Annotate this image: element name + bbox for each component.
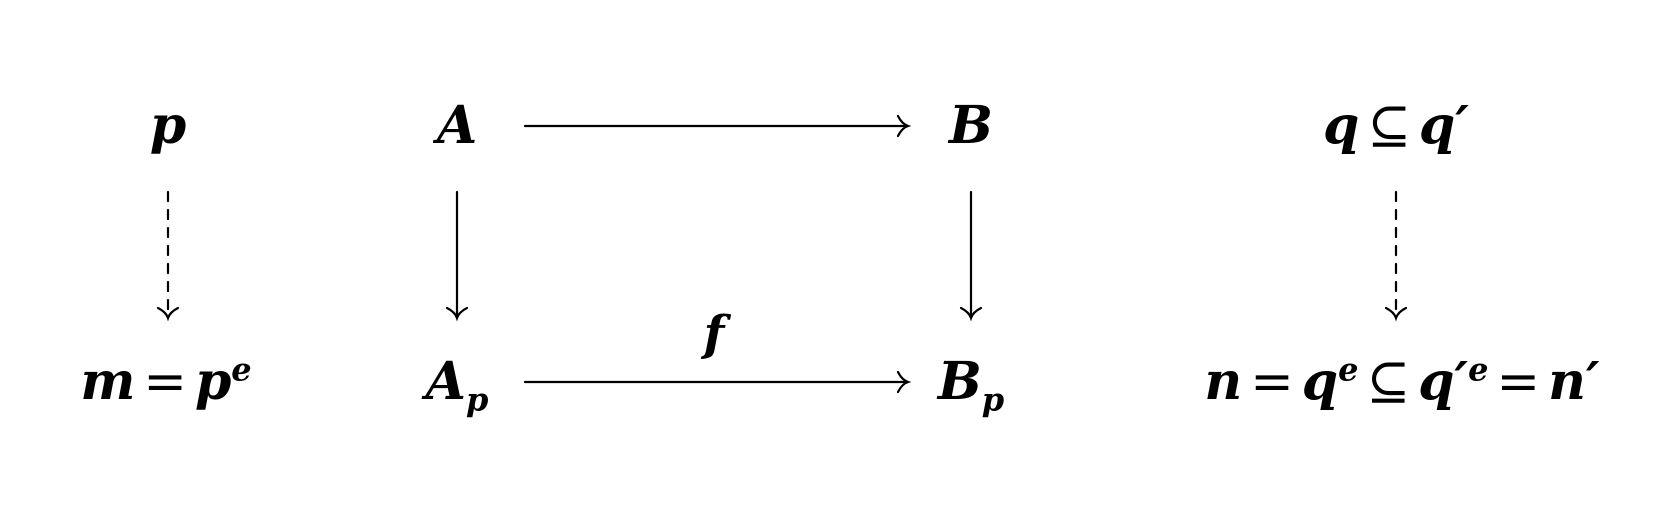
node-m-base: p bbox=[194, 351, 232, 412]
node-n-q-superscript: e bbox=[1338, 350, 1359, 389]
node-a-p: Ap bbox=[426, 356, 489, 416]
node-bp-base: B bbox=[937, 351, 982, 412]
arrow-p-to-m-dashed bbox=[156, 190, 180, 322]
node-q-prime-text: q′ bbox=[1418, 95, 1470, 156]
arrow-a-to-ap bbox=[445, 190, 469, 322]
node-n-q: q bbox=[1301, 351, 1339, 412]
arrow-a-to-b bbox=[523, 114, 912, 138]
arrow-b-to-bp bbox=[959, 190, 983, 322]
node-bp-subscript: p bbox=[981, 380, 1005, 419]
equals-sign: = bbox=[143, 352, 187, 412]
node-b-text: B bbox=[949, 95, 993, 156]
node-n-q-prime-superscript: e bbox=[1468, 350, 1489, 389]
node-m-superscript: e bbox=[231, 350, 252, 389]
node-a-text: A bbox=[436, 95, 478, 156]
node-ap-base: A bbox=[425, 351, 466, 412]
arrow-label-f-text: f bbox=[703, 306, 725, 362]
node-b: B bbox=[949, 100, 993, 152]
arrow-q-to-n-dashed bbox=[1384, 190, 1408, 322]
node-m-text: m bbox=[80, 351, 136, 412]
node-q-text: q bbox=[1322, 95, 1360, 156]
node-n-chain: n = qe ⊆ q′e = n′ bbox=[1204, 354, 1599, 408]
arrow-label-f: f bbox=[704, 310, 725, 358]
node-n-prime: n′ bbox=[1548, 351, 1600, 412]
node-a: A bbox=[437, 100, 477, 152]
subset-sign: ⊆ bbox=[1367, 96, 1411, 156]
node-b-p: Bp bbox=[938, 356, 1004, 416]
node-p-text: p bbox=[149, 95, 187, 156]
equals-sign-1: = bbox=[1250, 352, 1294, 412]
node-m-equals-p-e: m = pe bbox=[80, 354, 251, 408]
arrow-ap-to-bp bbox=[523, 370, 912, 394]
node-p: p bbox=[150, 100, 186, 152]
subset-sign-2: ⊆ bbox=[1366, 352, 1411, 412]
equals-sign-2: = bbox=[1496, 352, 1541, 412]
node-q-subset-q-prime: q ⊆ q′ bbox=[1323, 100, 1469, 153]
node-n-q-prime: q′ bbox=[1418, 351, 1469, 412]
node-n-text: n bbox=[1204, 351, 1243, 412]
node-ap-subscript: p bbox=[465, 380, 489, 419]
